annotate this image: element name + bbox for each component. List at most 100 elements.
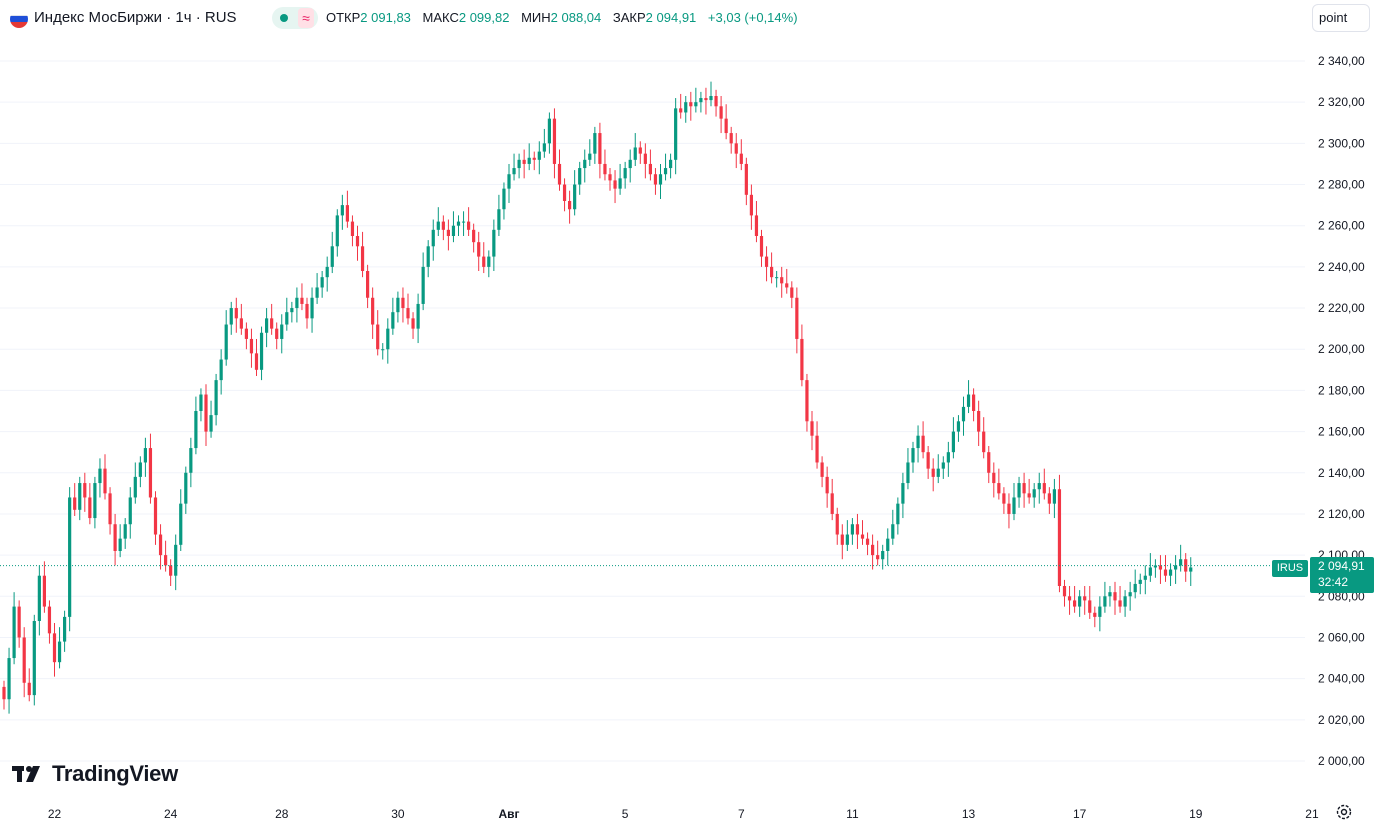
- candle: [1153, 559, 1157, 578]
- candle: [371, 287, 375, 339]
- candle: [1057, 474, 1062, 593]
- russia-flag-icon: [10, 10, 28, 28]
- candle: [507, 163, 511, 204]
- candle: [421, 252, 425, 311]
- candle: [441, 215, 445, 241]
- candle: [734, 133, 738, 169]
- low-value: 2 088,04: [550, 10, 602, 25]
- candle: [133, 462, 137, 504]
- candle: [194, 396, 198, 455]
- candle: [254, 338, 259, 376]
- candle: [47, 600, 52, 644]
- candle: [876, 540, 880, 566]
- price-tick-label: 2 220,00: [1318, 301, 1365, 315]
- candle: [815, 421, 819, 469]
- tradingview-logo[interactable]: TradingView: [12, 760, 178, 788]
- candle: [411, 312, 415, 339]
- candle: [32, 614, 36, 706]
- gear-icon[interactable]: [1335, 803, 1353, 821]
- candle: [123, 518, 127, 549]
- candle: [1093, 606, 1097, 628]
- candle: [1052, 478, 1056, 519]
- candle: [467, 207, 471, 236]
- candle: [204, 384, 208, 446]
- candle: [401, 287, 405, 323]
- price-tick-label: 2 260,00: [1318, 219, 1365, 233]
- candle: [573, 170, 577, 216]
- candle: [578, 161, 582, 195]
- candle: [63, 610, 67, 652]
- candle: [406, 293, 410, 325]
- candle: [1118, 586, 1122, 613]
- time-tick-label: Авг: [498, 807, 519, 821]
- candle: [956, 415, 961, 442]
- candle: [113, 513, 117, 566]
- candle: [1088, 586, 1092, 619]
- candle: [749, 184, 753, 230]
- candle: [169, 559, 173, 586]
- point-button[interactable]: point: [1312, 4, 1370, 32]
- candle: [992, 462, 996, 498]
- candle: [780, 266, 784, 298]
- candle: [886, 528, 890, 566]
- high-value: 2 099,82: [458, 10, 510, 25]
- candle: [689, 91, 693, 121]
- candle: [325, 256, 329, 292]
- price-tick-label: 2 180,00: [1318, 383, 1365, 397]
- candle: [1032, 483, 1036, 508]
- chart-header: Индекс МосБиржи · 1ч · RUS ≈ ОТКР2 091,8…: [0, 0, 1300, 36]
- candle: [790, 281, 794, 309]
- candle: [239, 303, 243, 335]
- candle: [244, 322, 248, 350]
- candle: [68, 487, 72, 632]
- candle: [290, 301, 294, 323]
- candle: [249, 328, 254, 368]
- candle: [93, 476, 97, 529]
- candle: [1083, 586, 1087, 615]
- candle: [648, 149, 652, 181]
- candle: [613, 170, 617, 204]
- candle: [1174, 555, 1178, 584]
- time-tick-label: 28: [275, 807, 289, 821]
- candle: [921, 421, 925, 459]
- time-tick-label: 19: [1189, 807, 1203, 821]
- candle: [896, 497, 900, 535]
- candle: [532, 151, 536, 171]
- price-axis: 2 000,002 020,002 040,002 060,002 080,00…: [1318, 54, 1365, 768]
- candle: [562, 178, 567, 212]
- price-tick-label: 2 040,00: [1318, 672, 1365, 686]
- candle: [1133, 569, 1137, 599]
- symbol-title[interactable]: Индекс МосБиржи · 1ч · RUS: [34, 9, 237, 26]
- candle: [143, 437, 147, 477]
- candle: [714, 89, 718, 117]
- candle: [472, 223, 476, 253]
- candle: [517, 153, 521, 179]
- candle: [103, 454, 107, 500]
- candle: [906, 448, 910, 490]
- candle: [901, 472, 905, 519]
- candle: [209, 400, 213, 438]
- candle: [663, 153, 668, 181]
- candle: [416, 293, 420, 344]
- candle: [759, 229, 764, 267]
- candle: [285, 297, 289, 331]
- market-status-pill[interactable]: ≈: [272, 7, 318, 29]
- high-label: МАКС: [422, 10, 459, 25]
- candle: [2, 680, 6, 710]
- price-tick-label: 2 160,00: [1318, 425, 1365, 439]
- candle: [350, 215, 355, 247]
- candle: [1128, 581, 1132, 611]
- candle: [643, 143, 647, 179]
- price-tick-label: 2 060,00: [1318, 630, 1365, 644]
- candle: [1184, 553, 1188, 582]
- candle: [961, 396, 966, 436]
- candle: [512, 153, 516, 181]
- candle: [265, 308, 269, 348]
- candle: [148, 433, 153, 504]
- candle: [871, 534, 875, 570]
- low-label: МИН: [521, 10, 551, 25]
- candle: [775, 271, 779, 288]
- candle: [340, 194, 344, 230]
- candle: [638, 141, 642, 164]
